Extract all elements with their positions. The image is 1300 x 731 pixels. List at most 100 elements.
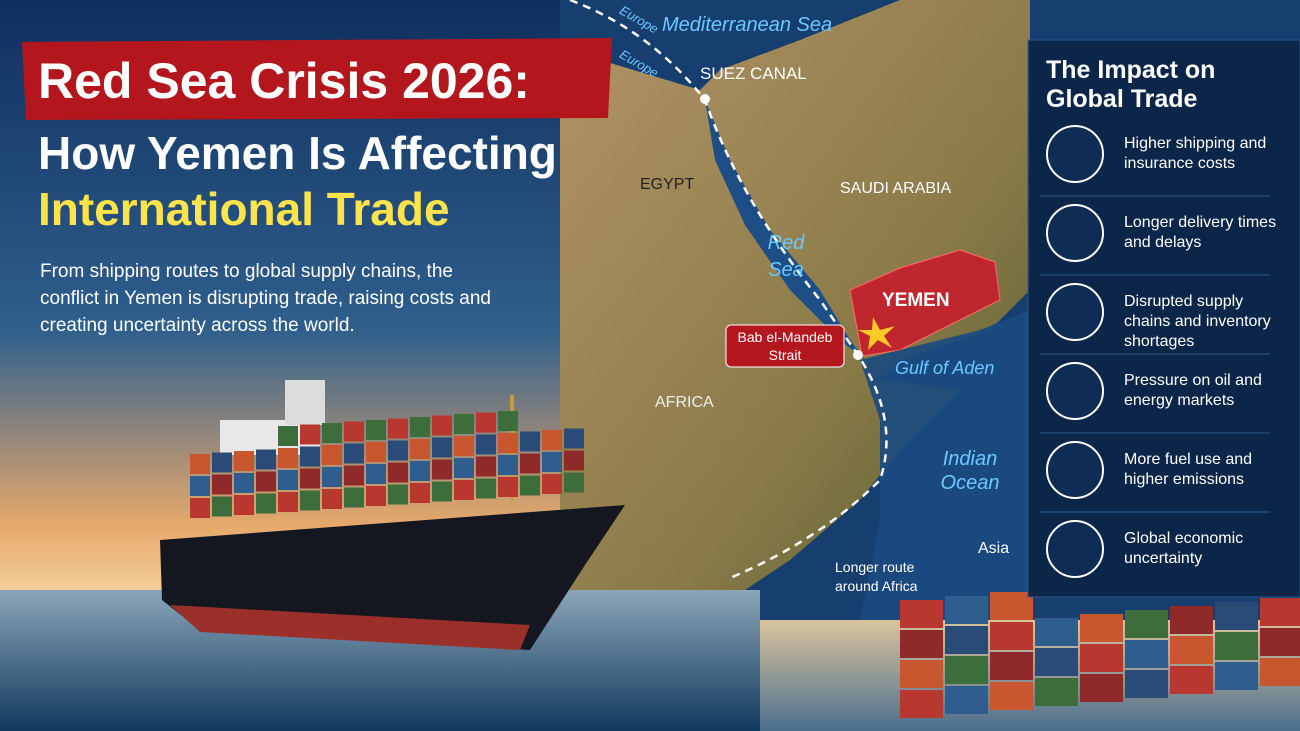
suez-dot xyxy=(700,94,710,104)
container xyxy=(454,414,474,434)
africa-label: AFRICA xyxy=(655,394,714,411)
impact-item: Longer delivery times and delays xyxy=(1124,214,1277,251)
container xyxy=(1215,632,1258,660)
container xyxy=(542,430,562,450)
container xyxy=(476,478,496,499)
intro-text: From shipping routes to global supply ch… xyxy=(40,261,491,336)
panel-title: The Impact on Global Trade xyxy=(1046,56,1216,113)
container xyxy=(945,656,988,684)
title-line-2: How Yemen Is Affecting xyxy=(38,127,557,179)
container xyxy=(234,473,254,493)
container xyxy=(410,417,430,437)
item-icon xyxy=(1046,283,1104,341)
container xyxy=(520,453,540,474)
container xyxy=(190,454,210,474)
strait-dot xyxy=(853,350,863,360)
gulf-ocean xyxy=(860,310,1030,620)
container xyxy=(945,626,988,654)
egypt-label: EGYPT xyxy=(640,176,695,193)
container xyxy=(542,474,562,494)
container xyxy=(366,486,386,506)
item-icon xyxy=(1046,362,1104,420)
container xyxy=(410,439,430,459)
container xyxy=(1170,666,1213,694)
container xyxy=(454,480,474,500)
container xyxy=(1260,628,1300,656)
container xyxy=(564,472,584,493)
impact-item: Higher shipping and insurance costs xyxy=(1124,135,1267,172)
container xyxy=(212,474,232,495)
container xyxy=(498,455,518,475)
container xyxy=(278,492,298,512)
container xyxy=(1125,640,1168,668)
container xyxy=(1260,658,1300,686)
strait-label: Bab el-Mandeb Strait xyxy=(737,329,833,363)
container xyxy=(410,483,430,503)
ocean-label: Indian Ocean xyxy=(940,448,1000,494)
container xyxy=(1035,618,1078,646)
container xyxy=(1035,678,1078,706)
route-line xyxy=(569,0,888,580)
container xyxy=(256,493,276,514)
route-label: Longer route around Africa xyxy=(835,559,918,594)
container xyxy=(190,498,210,518)
title-banner xyxy=(22,38,612,120)
impact-item: Global economic uncertainty xyxy=(1124,530,1244,567)
item-icon xyxy=(1046,520,1104,578)
container xyxy=(300,424,320,445)
container xyxy=(344,421,364,442)
red-sea-label: Red Sea xyxy=(767,232,805,281)
container xyxy=(344,487,364,508)
container xyxy=(410,461,430,481)
container xyxy=(520,475,540,496)
container xyxy=(432,415,452,436)
suez-label: SUEZ CANAL xyxy=(700,64,807,83)
container xyxy=(1125,610,1168,638)
saudi-label: SAUDI ARABIA xyxy=(840,180,952,197)
container xyxy=(1080,644,1123,672)
sea-label: Mediterranean Sea xyxy=(662,14,833,36)
container xyxy=(344,443,364,464)
container xyxy=(234,495,254,515)
container xyxy=(1080,614,1123,642)
container xyxy=(190,476,210,496)
container xyxy=(432,437,452,458)
container xyxy=(1080,674,1123,702)
container xyxy=(388,440,408,461)
container xyxy=(476,412,496,433)
container xyxy=(1170,636,1213,664)
container xyxy=(900,660,943,688)
container xyxy=(564,450,584,471)
container xyxy=(542,452,562,472)
container xyxy=(278,448,298,468)
container xyxy=(564,428,584,449)
item-icon xyxy=(1046,441,1104,499)
container xyxy=(498,433,518,453)
panel-icons xyxy=(1040,125,1270,578)
container xyxy=(432,481,452,502)
container xyxy=(454,436,474,456)
container xyxy=(366,420,386,440)
asia-label: Asia xyxy=(978,540,1010,557)
container xyxy=(344,465,364,486)
container xyxy=(300,446,320,467)
container xyxy=(990,682,1033,710)
container xyxy=(234,451,254,471)
impact-item: More fuel use and higher emissions xyxy=(1124,451,1253,488)
container xyxy=(366,442,386,462)
strait-box xyxy=(725,324,845,368)
container xyxy=(256,471,276,492)
container xyxy=(278,426,298,446)
container xyxy=(388,418,408,439)
container xyxy=(322,445,342,465)
container xyxy=(900,690,943,718)
item-icon xyxy=(1046,204,1104,262)
container xyxy=(990,592,1033,620)
impact-item: Disrupted supply chains and inventory sh… xyxy=(1124,293,1271,350)
container xyxy=(256,449,276,470)
container xyxy=(945,596,988,624)
item-icon xyxy=(1046,125,1104,183)
container xyxy=(990,652,1033,680)
impact-item: Pressure on oil and energy markets xyxy=(1124,372,1262,409)
container xyxy=(945,686,988,714)
